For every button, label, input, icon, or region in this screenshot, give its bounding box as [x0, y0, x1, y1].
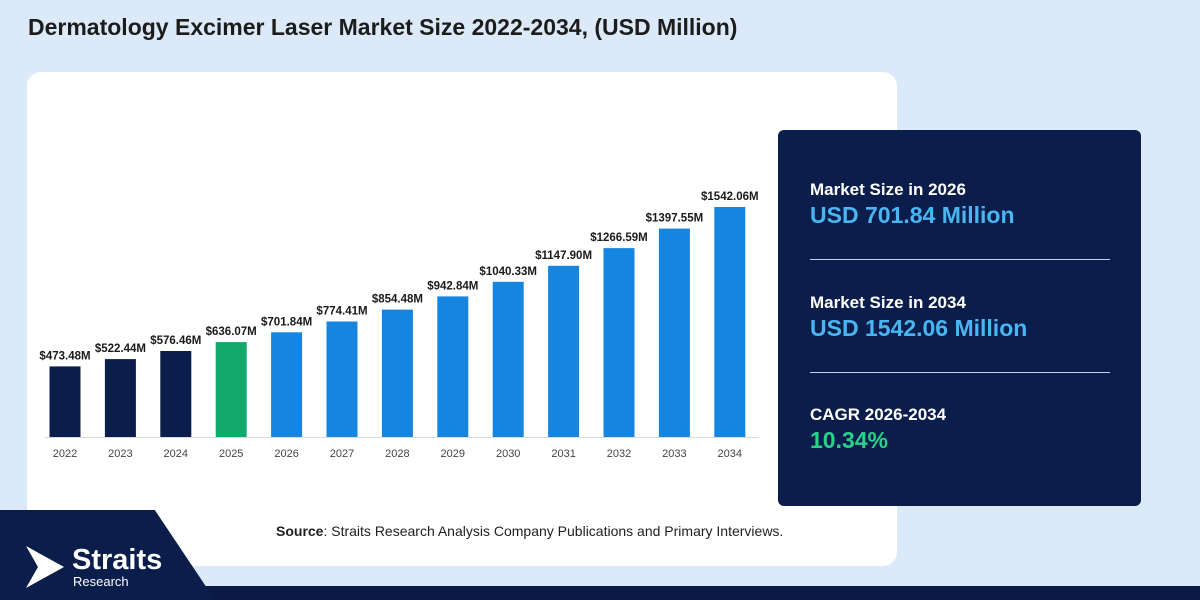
- stat-divider: [810, 259, 1110, 260]
- x-tick-label-2033: 2033: [662, 448, 686, 460]
- stat-divider: [810, 372, 1110, 373]
- bar-2032: [603, 248, 635, 437]
- data-label-2030: $1040.33M: [479, 266, 537, 278]
- stat-value: 10.34%: [810, 427, 889, 453]
- data-label-2031: $1147.90M: [535, 250, 592, 262]
- stat-label: Market Size in 2034: [810, 293, 966, 312]
- data-label-2032: $1266.59M: [590, 232, 648, 244]
- stat-label: Market Size in 2026: [810, 180, 966, 199]
- bar-2034: [714, 207, 746, 437]
- stat-market-size-2034: Market Size in 2034 USD 1542.06 Million: [810, 293, 1027, 342]
- bar-2026: [271, 332, 303, 437]
- x-tick-label-2024: 2024: [164, 448, 188, 460]
- stat-cagr: CAGR 2026-2034 10.34%: [810, 405, 946, 454]
- stat-market-size-2026: Market Size in 2026 USD 701.84 Million: [810, 180, 1015, 229]
- data-label-2024: $576.46M: [150, 335, 201, 347]
- data-label-2022: $473.48M: [39, 350, 90, 362]
- source-label: Source: [276, 523, 324, 539]
- bar-2031: [548, 265, 580, 437]
- x-tick-label-2029: 2029: [441, 448, 465, 460]
- x-tick-label-2034: 2034: [718, 448, 742, 460]
- x-tick-label-2028: 2028: [385, 448, 409, 460]
- logo-name: Straits: [72, 544, 163, 576]
- x-tick-label-2030: 2030: [496, 448, 520, 460]
- x-tick-label-2032: 2032: [607, 448, 631, 460]
- data-label-2034: $1542.06M: [701, 191, 759, 203]
- bar-2029: [437, 296, 469, 437]
- data-label-2028: $854.48M: [372, 294, 423, 306]
- stat-value: USD 1542.06 Million: [810, 315, 1028, 341]
- footer-bar: [0, 586, 1200, 600]
- bar-2030: [492, 281, 524, 437]
- bar-chart: $473.48M 2022 $522.44M 2023 $576.46M 2024 $636…: [39, 191, 759, 460]
- data-label-2029: $942.84M: [427, 280, 478, 292]
- x-tick-label-2026: 2026: [274, 448, 298, 460]
- data-label-2023: $522.44M: [95, 343, 146, 355]
- page-title: Dermatology Excimer Laser Market Size 20…: [28, 14, 738, 40]
- stat-value: USD 701.84 Million: [810, 202, 1015, 228]
- bar-2025: [215, 342, 247, 437]
- stat-label: CAGR 2026-2034: [810, 405, 947, 424]
- chart-card: $473.48M 2022 $522.44M 2023 $576.46M 2024 $636…: [27, 72, 897, 566]
- stats-panel: Market Size in 2026 USD 701.84 Million M…: [778, 130, 1141, 506]
- x-tick-label-2027: 2027: [330, 448, 354, 460]
- x-tick-label-2031: 2031: [551, 448, 575, 460]
- bar-2028: [381, 309, 413, 437]
- bar-2024: [160, 351, 192, 437]
- bar-2033: [658, 228, 690, 437]
- source-text: : Straits Research Analysis Company Publ…: [323, 523, 784, 539]
- data-label-2025: $636.07M: [206, 326, 257, 338]
- bar-2022: [49, 366, 81, 437]
- logo-subtitle: Research: [73, 574, 129, 589]
- x-tick-label-2023: 2023: [108, 448, 132, 460]
- data-label-2033: $1397.55M: [646, 213, 704, 225]
- bar-2023: [104, 359, 136, 437]
- source-note: Source: Straits Research Analysis Compan…: [276, 523, 783, 539]
- x-tick-label-2025: 2025: [219, 448, 243, 460]
- data-label-2027: $774.41M: [316, 306, 367, 318]
- x-tick-label-2022: 2022: [53, 448, 77, 460]
- bar-2027: [326, 321, 358, 437]
- data-label-2026: $701.84M: [261, 316, 312, 328]
- straits-logo-icon: [26, 546, 64, 588]
